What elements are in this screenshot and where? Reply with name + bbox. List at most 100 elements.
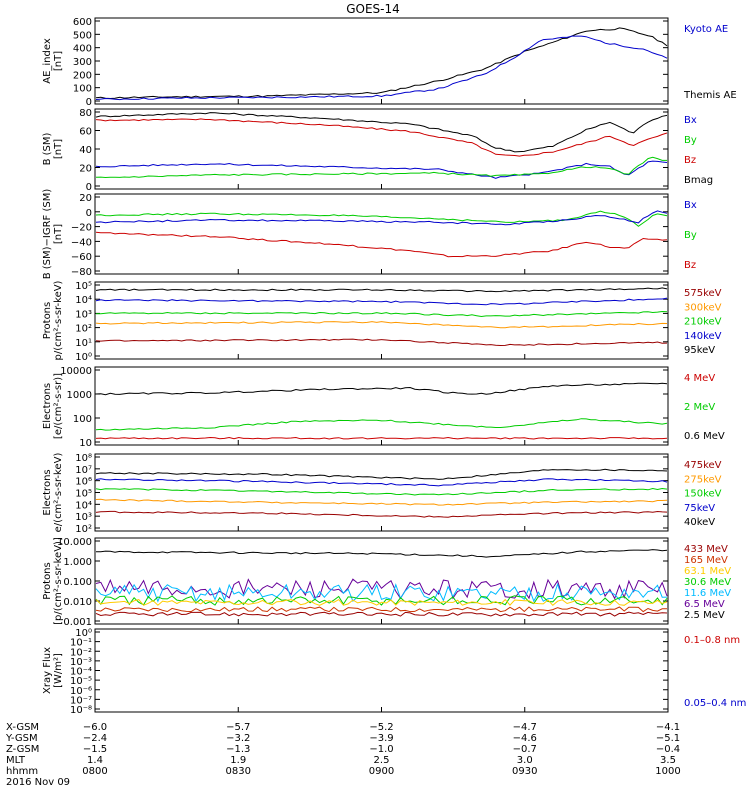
y-tick-label: 0: [86, 97, 92, 108]
y-tick-label: 10⁵: [75, 489, 92, 500]
y-tick-label: 10⁻⁵: [70, 676, 92, 687]
legend-entry: 30.6 MeV: [684, 577, 731, 588]
x-axis-value: −2.4: [83, 733, 107, 744]
x-axis-value: −5.7: [226, 722, 250, 733]
series-line-40kev: [95, 468, 668, 480]
y-tick-label: 500: [73, 30, 92, 41]
series-line-2-mev: [95, 418, 668, 431]
y-tick-label: 10⁶: [75, 477, 92, 488]
x-axis-value: 3.0: [517, 755, 533, 766]
y-tick-label: 200: [73, 70, 92, 81]
y-tick-label: 10²: [75, 324, 92, 335]
x-axis-value: −4.7: [513, 722, 537, 733]
legend-entry: 150keV: [684, 489, 722, 500]
series-line-by: [95, 156, 667, 179]
series-line-kyoto-ae: [95, 35, 668, 101]
panel-bsm: 80 60 40 20 0 B (SM)[nT] Bx By Bz Bmag: [42, 108, 713, 193]
legend-entry: Bx: [684, 200, 697, 211]
legend-entry: 6.5 MeV: [684, 599, 725, 610]
y-tick-label: 10⁰: [75, 628, 92, 639]
legend-entry: Bmag: [684, 175, 713, 186]
x-axis-value: −3.2: [226, 733, 250, 744]
x-axis-value: −4.1: [656, 722, 680, 733]
series-line-bx: [95, 210, 668, 226]
panel-bigrf: 20 0 −20 −40 −60 −80 B (SM)−IGRF (SM)[nT] Bx By B…: [42, 189, 697, 280]
panel-frame: [94, 17, 669, 105]
y-axis-label: AE_index[nT]: [42, 38, 64, 84]
legend-entry: 4 MeV: [684, 373, 715, 384]
legend-entry: 11.6 MeV: [684, 588, 731, 599]
x-axis-value: 1.4: [87, 755, 103, 766]
x-axis-row-label: X-GSM: [6, 722, 39, 733]
legend-entry: 2.5 MeV: [684, 610, 725, 621]
series-line-bx: [95, 160, 668, 179]
y-label-line2: [nT]: [53, 139, 64, 159]
y-tick-label: 1.000: [63, 557, 92, 568]
y-tick-label: 40: [79, 145, 92, 156]
y-tick-label: 0: [86, 182, 92, 193]
y-tick-label: 20: [79, 164, 92, 175]
y-tick-label: 20: [79, 193, 92, 204]
series-line-bmag: [95, 112, 668, 153]
series-line-95kev: [95, 287, 668, 293]
legend-entry: Bx: [684, 115, 697, 126]
x-axis-row-label: Y-GSM: [5, 733, 38, 744]
x-axis-value: −0.4: [656, 744, 680, 755]
x-axis-row-label: hhmm: [6, 766, 38, 777]
y-tick-label: 10⁻¹: [70, 638, 92, 649]
x-axis-value: 2.5: [374, 755, 390, 766]
panel-frame: [94, 366, 669, 446]
y-tick-label: 10⁻³: [70, 657, 92, 668]
x-axis-row-label: MLT: [6, 755, 26, 766]
y-tick-label: 10000: [60, 366, 92, 377]
panel-frame: [94, 108, 669, 190]
series-line-275kev: [95, 498, 668, 506]
series-line-2-5-mev: [95, 549, 668, 558]
x-axis-value: 1000: [655, 766, 680, 777]
y-label-line2: [W/m²]: [53, 653, 64, 688]
series-line-300kev: [95, 321, 668, 329]
y-tick-label: 10⁻⁶: [70, 686, 92, 697]
y-axis-label: Protons[p/(cm²-s-sr-keV)]: [42, 537, 64, 625]
legend-entry: 575keV: [684, 288, 722, 299]
legend-entry: 75keV: [684, 503, 715, 514]
y-axis-label: Protonsp/(cm²-s-sr-keV): [42, 280, 64, 360]
legend-entry: 275keV: [684, 474, 722, 485]
y-tick-label: 10¹: [75, 338, 92, 349]
y-tick-label: 10³: [75, 512, 92, 523]
y-tick-label: 10⁷: [75, 465, 92, 476]
series-line-themis-ae: [95, 27, 668, 100]
series-line-0-6-mev: [95, 382, 668, 396]
y-tick-label: 100: [73, 414, 92, 425]
legend-entry: 210keV: [684, 317, 722, 328]
panel-frame: [94, 628, 669, 713]
y-tick-label: 0.100: [63, 577, 92, 588]
panel-ae: 600 500 400 300 200 100 0 AE_index[nT] Kyoto AE T…: [42, 17, 737, 108]
legend-entry: By: [684, 135, 697, 146]
y-tick-label: 0: [86, 208, 92, 219]
panel-frame: [94, 193, 669, 275]
series-line-433-mev: [95, 611, 668, 617]
series-line-6-5-mev: [95, 578, 668, 600]
y-label-line1: Xray Flux: [42, 647, 53, 694]
y-label-line1: Protons: [42, 562, 53, 599]
y-label-line2: e/(cm²-s-sr-keV): [53, 453, 64, 533]
series-line-475kev: [95, 510, 668, 518]
x-axis-value: −1.3: [226, 744, 250, 755]
legend-entry: 0.6 MeV: [684, 431, 725, 442]
x-axis-row-label: Z-GSM: [6, 744, 39, 755]
y-label-line1: AE_index: [42, 38, 53, 84]
legend-entry: 140keV: [684, 331, 722, 342]
x-axis-value: −5.2: [369, 722, 393, 733]
y-tick-label: 300: [73, 57, 92, 68]
y-axis-label: Electrons[e/(cm²-s-sr)]: [42, 373, 64, 439]
date-label: 2016 Nov 09: [6, 777, 70, 788]
y-tick-label: 10⁻⁷: [70, 695, 92, 706]
y-tick-label: 10⁵: [75, 281, 92, 292]
series-line-30-6-mev: [95, 595, 668, 606]
y-tick-label: 10⁻⁸: [70, 705, 92, 716]
y-label-line2: [nT]: [53, 224, 64, 244]
